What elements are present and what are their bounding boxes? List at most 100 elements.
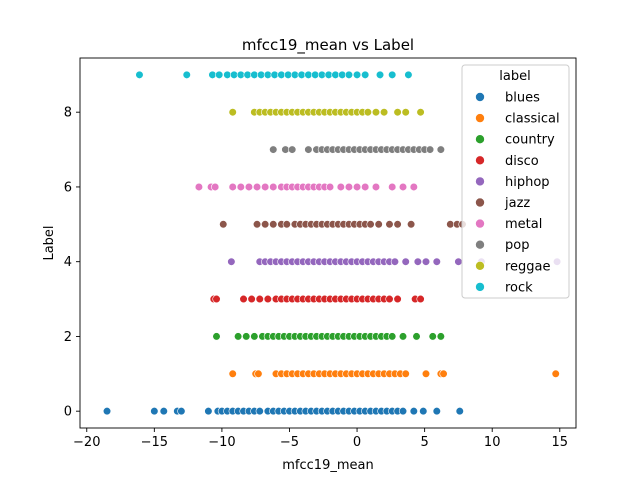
data-point-metal [409,182,418,192]
data-point-metal [228,182,237,192]
data-point-metal [388,182,397,192]
data-point-rock [215,70,224,79]
x-tick-label: 0 [353,435,361,450]
legend-marker-rock [475,282,485,292]
legend-label-rock: rock [505,280,533,295]
data-point-rock [284,70,293,79]
data-point-rock [338,70,347,79]
data-point-reggae [416,108,425,117]
legend-marker-country [475,134,485,144]
data-point-rock [223,70,232,79]
data-point-metal [325,182,335,192]
y-tick-label: 6 [64,180,72,195]
data-point-pop [436,145,445,154]
points-layer [102,70,562,416]
data-point-jazz [407,220,416,229]
data-point-country [436,332,445,341]
data-point-blues [159,407,168,416]
series-blues [102,407,464,416]
data-point-pop [269,145,278,154]
data-point-classical [228,369,237,378]
data-point-country [242,332,251,341]
data-point-reggae [228,108,237,117]
legend-marker-pop [475,239,485,250]
plot-area-frame [79,57,577,429]
data-point-classical [401,369,410,378]
y-tick-label: 2 [64,330,72,345]
data-point-disco [263,294,272,304]
data-point-pop [288,145,297,154]
y-axis: 0 2 4 6 8 [64,106,80,420]
data-point-metal [398,182,408,192]
legend-label-metal: metal [505,217,542,232]
series-jazz [219,220,467,229]
data-point-blues [204,407,213,416]
series-classical [228,369,560,378]
series-metal [194,182,418,192]
data-point-blues [102,407,112,416]
data-point-jazz [385,220,394,229]
legend-marker-jazz [475,197,485,208]
data-point-hiphop [454,257,463,266]
data-point-classical [421,369,431,378]
x-axis: −20 −15 −10 −5 0 5 10 15 [73,428,568,450]
legend-label-hiphop: hiphop [505,175,550,190]
data-point-blues [177,407,186,416]
data-point-disco [247,294,256,304]
legend-label-classical: classical [505,112,560,127]
data-point-hiphop [413,257,422,266]
data-point-blues [432,407,441,416]
data-point-classical [254,369,263,378]
chart-title: mfcc19_mean vs Label [242,36,414,55]
data-point-reggae [401,108,410,117]
data-point-jazz [446,220,455,229]
data-point-disco [239,294,248,304]
data-point-disco [212,294,221,304]
data-point-country [250,332,259,341]
data-point-hiphop [432,257,441,266]
legend-label-pop: pop [505,238,529,253]
data-point-metal [252,182,262,192]
x-tick-label: 10 [484,435,501,450]
x-tick-label: 5 [420,435,428,450]
data-point-pop [304,145,313,154]
data-point-classical [551,369,560,378]
data-point-metal [244,182,254,192]
legend-title: label [499,69,530,84]
data-point-blues [255,407,264,416]
series-rock [135,70,413,79]
data-point-classical [439,369,448,378]
data-point-rock [250,70,259,79]
series-reggae [228,108,425,117]
data-point-rock [135,70,144,79]
data-point-jazz [269,220,278,229]
data-point-rock [311,70,320,79]
legend-label-reggae: reggae [505,259,551,274]
legend-label-disco: disco [505,154,539,169]
data-point-metal [352,182,362,192]
data-point-rock [331,70,340,79]
legend-marker-blues [475,92,485,102]
data-point-rock [277,70,286,79]
data-point-rock [404,70,413,79]
data-point-country [212,332,221,341]
data-point-pop [425,145,435,154]
data-point-reggae [379,108,389,117]
data-point-blues [455,407,464,416]
data-point-jazz [374,220,383,229]
series-country [212,332,445,341]
x-axis-title: mfcc19_mean [282,458,373,473]
legend-items: blues classical country disco hiphop jazz meta… [475,91,560,295]
data-point-metal [261,182,270,192]
data-point-reggae [393,108,402,117]
data-point-disco [385,294,394,304]
data-point-country [234,332,243,341]
y-tick-label: 0 [64,405,72,420]
data-point-blues [150,407,159,416]
data-point-jazz [366,220,375,229]
data-point-metal [344,182,354,192]
data-point-jazz [282,220,291,229]
legend-label-country: country [505,133,555,148]
data-point-hiphop [401,257,410,266]
